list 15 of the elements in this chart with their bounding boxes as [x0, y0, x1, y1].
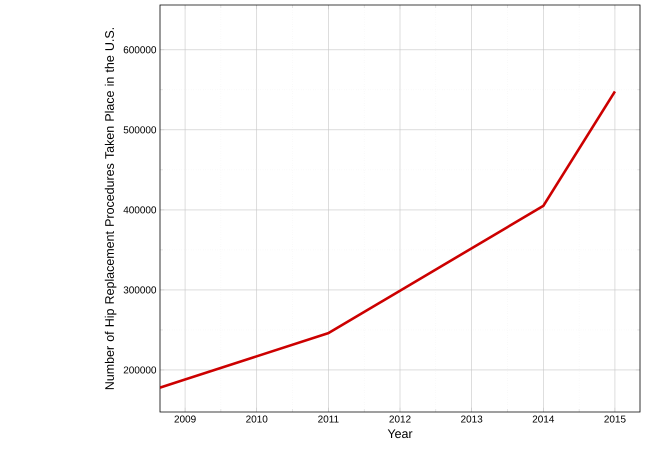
- x-axis-title: Year: [388, 429, 412, 438]
- y-axis-title: Number of Hip Replacement Procedures Taken Place in the U.S.: [104, 28, 116, 390]
- y-tick-label: 600000: [124, 46, 156, 54]
- x-tick-label: 2013: [461, 416, 482, 423]
- x-tick-label: 2014: [532, 416, 554, 423]
- x-tick-label: 2012: [389, 416, 411, 423]
- y-tick-label: 400000: [123, 206, 156, 214]
- y-tick-label: 200000: [124, 366, 156, 374]
- y-tick-label: 500000: [124, 126, 156, 134]
- line-series: [160, 90, 616, 389]
- x-tick-label: 2015: [604, 416, 626, 423]
- x-tick-label: 2011: [318, 416, 339, 423]
- x-tick-label: 2010: [246, 416, 268, 423]
- y-tick-label: 300000: [124, 286, 156, 294]
- x-tick-label: 2009: [174, 416, 196, 423]
